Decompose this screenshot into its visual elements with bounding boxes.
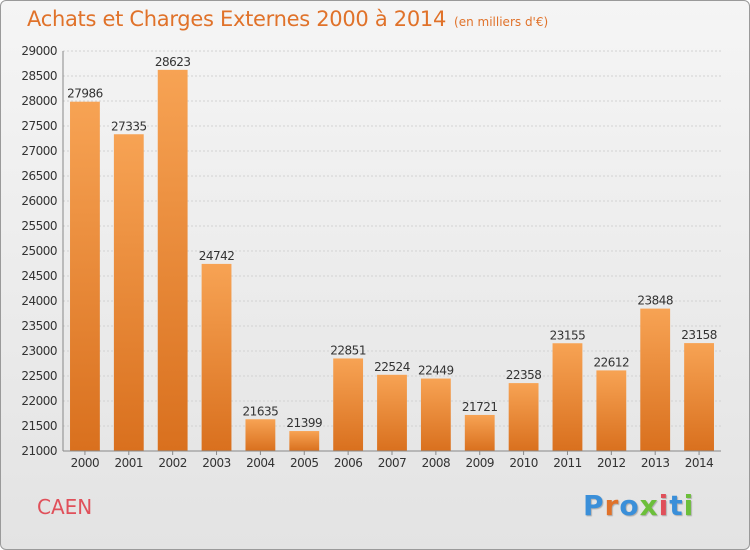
y-tick-label: 22500 <box>21 369 57 383</box>
bar <box>552 343 583 451</box>
bar-value-label: 23155 <box>550 328 586 342</box>
bar <box>333 358 364 451</box>
bar <box>377 374 407 451</box>
bar-value-label: 21721 <box>462 400 498 414</box>
chart-subtitle: (en milliers d'€) <box>454 15 549 29</box>
bar-value-label: 22612 <box>593 355 629 369</box>
logo-letter: x <box>639 489 659 522</box>
x-tick-label: 2010 <box>509 456 538 470</box>
bar-value-label: 23158 <box>681 328 717 342</box>
y-tick-label: 24000 <box>21 294 57 308</box>
logo-letter: r <box>604 489 620 522</box>
y-tick-label: 23000 <box>21 344 57 358</box>
bar <box>464 414 495 451</box>
bar <box>596 370 627 451</box>
bar <box>201 263 232 451</box>
y-tick-label: 23500 <box>21 319 57 333</box>
y-tick-label: 21500 <box>21 419 57 433</box>
bar-value-label: 21635 <box>243 404 279 418</box>
bar <box>245 419 276 451</box>
x-tick-label: 2014 <box>685 456 714 470</box>
bar <box>640 308 671 451</box>
bar-value-label: 22851 <box>330 343 366 357</box>
y-axis: 21000 21500 22000 22500 23000 23500 24000 24500… <box>21 44 64 458</box>
x-tick-label: 2004 <box>246 456 275 470</box>
bar <box>508 383 539 451</box>
y-tick-label: 29000 <box>21 44 57 58</box>
bar-value-label: 21399 <box>286 416 322 430</box>
bar-value-label: 22524 <box>374 360 410 374</box>
bar <box>289 431 320 451</box>
y-tick-label: 24500 <box>21 269 57 283</box>
bar <box>684 343 714 451</box>
x-tick-label: 2003 <box>202 456 231 470</box>
bar <box>157 69 188 451</box>
title-row: Achats et Charges Externes 2000 à 2014 (e… <box>27 7 548 31</box>
y-tick-label: 21000 <box>21 444 57 458</box>
x-tick-label: 2007 <box>378 456 407 470</box>
bar <box>70 101 100 451</box>
chart-title: Achats et Charges Externes 2000 à 2014 <box>27 7 447 31</box>
bar-value-label: 28623 <box>155 55 191 69</box>
bar-value-label: 27986 <box>67 87 103 101</box>
x-tick-label: 2005 <box>290 456 319 470</box>
x-tick-label: 2001 <box>115 456 144 470</box>
logo-letter: i <box>683 489 695 522</box>
bar <box>420 378 451 451</box>
x-tick-label: 2000 <box>71 456 100 470</box>
city-label: CAEN <box>37 495 93 519</box>
bar-value-label: 22358 <box>506 368 542 382</box>
y-tick-label: 25000 <box>21 244 57 258</box>
bar <box>113 134 144 451</box>
y-tick-label: 22000 <box>21 394 57 408</box>
x-tick-label: 2009 <box>465 456 494 470</box>
x-tick-label: 2008 <box>422 456 451 470</box>
bars: 27986 27335 28623 24742 21635 21399 22851 22524… <box>67 55 717 451</box>
y-tick-label: 28500 <box>21 69 57 83</box>
y-tick-label: 27000 <box>21 144 57 158</box>
bar-value-label: 22449 <box>418 364 454 378</box>
logo-letter: i <box>658 489 670 522</box>
x-tick-label: 2011 <box>553 456 582 470</box>
x-axis: 2000 2001 2002 2003 2004 2005 2006 2007 2008 2009… <box>63 450 721 470</box>
logo-letter: t <box>669 489 684 522</box>
x-tick-label: 2006 <box>334 456 363 470</box>
y-tick-label: 25500 <box>21 219 57 233</box>
proxiti-logo[interactable]: Proxiti <box>583 489 694 522</box>
bar-value-label: 27335 <box>111 119 147 133</box>
logo-letter: o <box>619 489 640 522</box>
x-tick-label: 2002 <box>158 456 187 470</box>
bar-value-label: 23848 <box>637 294 673 308</box>
logo-letter: P <box>583 489 605 522</box>
x-tick-label: 2013 <box>641 456 670 470</box>
y-tick-label: 27500 <box>21 119 57 133</box>
x-tick-label: 2012 <box>597 456 626 470</box>
y-tick-label: 26500 <box>21 169 57 183</box>
y-tick-label: 26000 <box>21 194 57 208</box>
bar-value-label: 24742 <box>199 249 235 263</box>
y-tick-label: 28000 <box>21 94 57 108</box>
